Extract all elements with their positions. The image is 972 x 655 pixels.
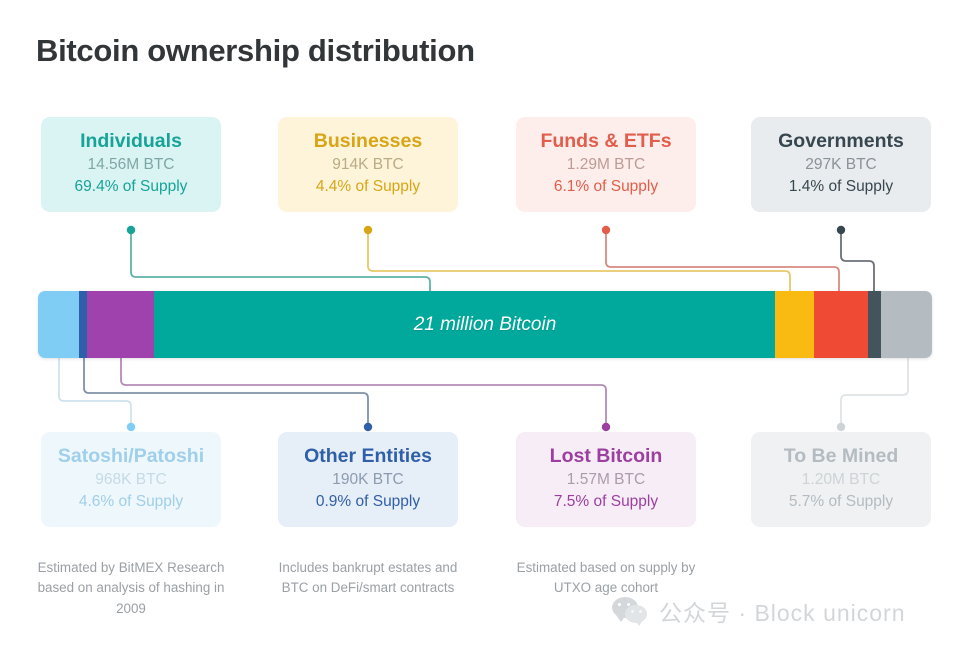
card-amount: 1.20M BTC [801,471,881,488]
wire-dot-funds-etfs [601,225,611,235]
card-amount: 914K BTC [332,156,404,173]
note-lost-bitcoin: Estimated based on supply by UTXO age co… [516,560,696,596]
card-title: Businesses [313,130,423,152]
bar-segment-satoshi[interactable] [38,291,80,358]
card-to-be-mined[interactable]: To Be Mined 1.20M BTC 5.7% of Supply [751,432,931,528]
note-satoshi: Estimated by BitMEX Research based on an… [37,560,225,616]
card-title: Individuals [80,130,182,152]
bar-segment-individuals[interactable] [154,291,775,358]
card-percent: 0.9% of Supply [315,493,421,511]
watermark-text: 公众号 · Block unicorn [659,600,906,626]
note-other-entities: Includes bankrupt estates and BTC on DeF… [278,560,458,596]
wire-dot-other-entities [363,422,373,432]
wire-dot-to-be-mined [836,422,846,432]
bar-segment-funds-etfs[interactable] [813,291,869,358]
card-title: Satoshi/Patoshi [57,445,205,467]
page-title: Bitcoin ownership distribution [36,33,475,68]
wire-funds-etfs [605,231,840,292]
card-title: To Be Mined [783,445,899,467]
bar-segment-other-entities[interactable] [79,291,88,358]
wire-dot-satoshi [126,422,136,432]
card-percent: 4.4% of Supply [315,178,421,196]
card-amount: 297K BTC [805,156,877,173]
card-percent: 69.4% of Supply [74,178,188,196]
card-percent: 5.7% of Supply [788,493,894,511]
card-amount: 968K BTC [95,471,167,488]
card-amount: 14.56M BTC [87,156,175,173]
wire-businesses [367,231,791,292]
card-title: Funds & ETFs [540,130,672,152]
card-amount: 1.57M BTC [566,471,646,488]
wire-satoshi [58,357,132,426]
card-title: Other Entities [304,445,432,467]
bar-segment-lost-bitcoin[interactable] [87,291,155,358]
wire-dot-governments [836,225,846,235]
ownership-stacked-bar[interactable] [38,291,932,358]
card-businesses[interactable]: Businesses 914K BTC 4.4% of Supply [278,117,458,213]
wire-dot-businesses [363,225,373,235]
wire-other-entities [83,357,369,426]
card-title: Governments [778,130,904,152]
wechat-icon [612,597,650,626]
card-percent: 6.1% of Supply [553,178,659,196]
bar-segment-governments[interactable] [868,291,881,358]
wire-to-be-mined [840,357,909,426]
card-percent: 4.6% of Supply [78,493,184,511]
card-amount: 190K BTC [332,471,404,488]
wire-governments [840,231,875,292]
bar-segment-businesses[interactable] [774,291,814,358]
wire-dot-individuals [126,225,136,235]
bar-segment-to-be-mined[interactable] [880,291,932,358]
card-funds-etfs[interactable]: Funds & ETFs 1.29M BTC 6.1% of Supply [516,117,696,213]
card-percent: 7.5% of Supply [553,493,659,511]
card-percent: 1.4% of Supply [788,178,894,196]
card-title: Lost Bitcoin [549,445,663,467]
wire-lost-bitcoin [120,357,607,426]
card-amount: 1.29M BTC [566,156,646,173]
watermark: 公众号 · Block unicorn [612,594,906,628]
card-other-entities[interactable]: Other Entities 190K BTC 0.9% of Supply [278,432,458,528]
wire-individuals [130,231,431,292]
card-governments[interactable]: Governments 297K BTC 1.4% of Supply [751,117,931,213]
card-lost-bitcoin[interactable]: Lost Bitcoin 1.57M BTC 7.5% of Supply [516,432,696,528]
card-individuals[interactable]: Individuals 14.56M BTC 69.4% of Supply [41,117,221,213]
card-satoshi-patoshi[interactable]: Satoshi/Patoshi 968K BTC 4.6% of Supply [41,432,221,528]
wire-dot-lost-bitcoin [601,422,611,432]
